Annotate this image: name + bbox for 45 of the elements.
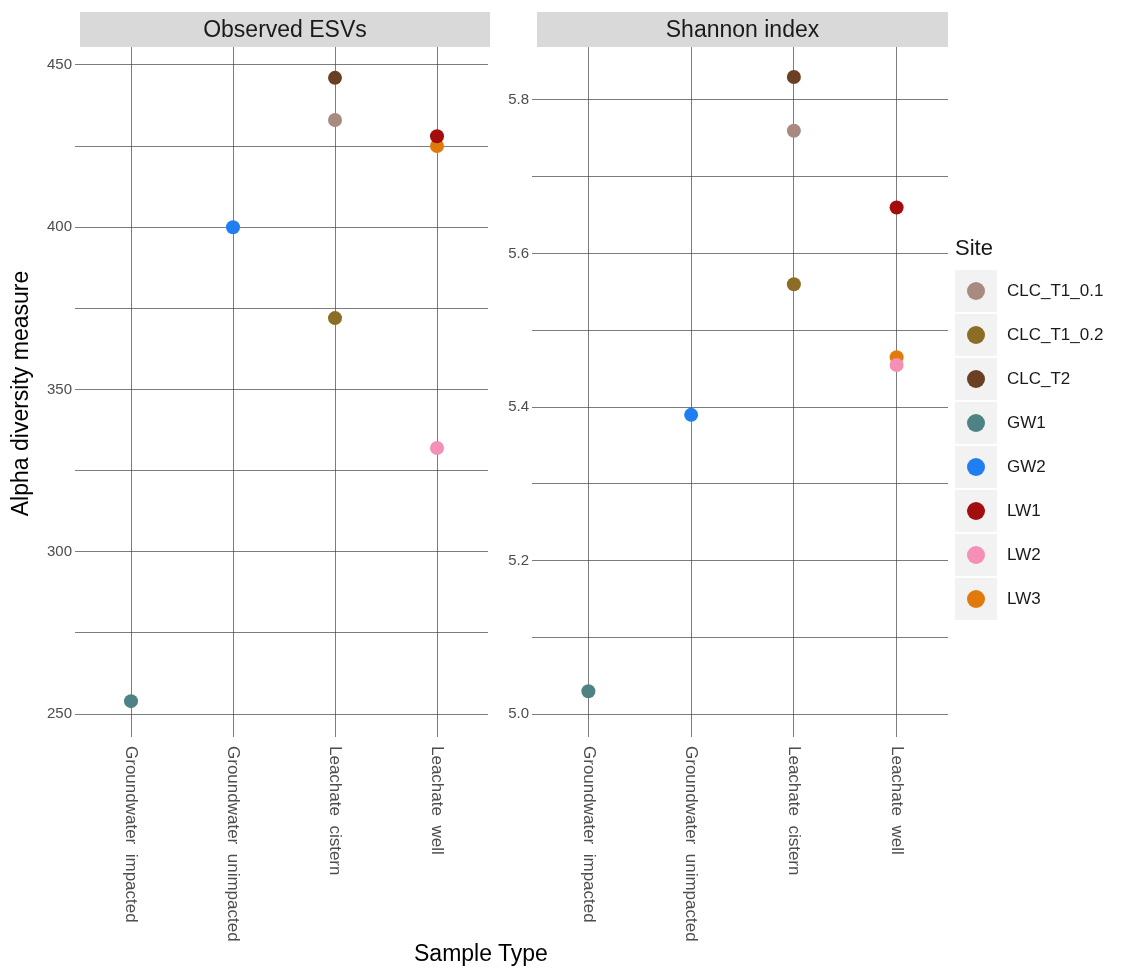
point — [889, 200, 904, 215]
y-tick-label: 250 — [46, 704, 72, 722]
point — [328, 70, 342, 85]
point — [430, 129, 444, 144]
legend-label: LW3 — [1007, 589, 1041, 609]
y-axis-title: Alpha diversity measure — [6, 269, 34, 519]
point — [786, 277, 801, 292]
y-tick-label: 5.0 — [508, 704, 529, 722]
x-tick-label: Leachate cistern — [785, 746, 805, 876]
y-tick-label: 350 — [46, 379, 72, 397]
point — [889, 357, 904, 372]
chart-title: Observed ESVs — [80, 12, 490, 47]
point — [124, 694, 138, 709]
legend-label: LW2 — [1007, 545, 1041, 565]
y-tick-label: 450 — [46, 55, 72, 72]
point — [226, 220, 240, 235]
legend-label: CLC_T1_0.2 — [1007, 325, 1104, 345]
point — [684, 407, 699, 422]
x-axis-title: Sample Type — [414, 940, 548, 967]
legend-label: LW1 — [1007, 501, 1041, 521]
x-tick-label: Groundwater unimpacted — [224, 746, 244, 942]
point — [328, 113, 342, 128]
y-tick-label: 5.4 — [508, 397, 529, 415]
y-tick-label: 5.6 — [508, 243, 529, 261]
point — [328, 311, 342, 326]
legend-label: CLC_T2 — [1007, 369, 1071, 389]
point — [786, 69, 801, 84]
x-tick-label: Groundwater unimpacted — [682, 746, 702, 942]
y-tick-label: 5.8 — [508, 90, 529, 108]
y-tick-label: 300 — [46, 541, 72, 559]
chart-title: Shannon index — [537, 12, 948, 47]
x-tick-label: Groundwater impacted — [122, 746, 142, 923]
legend-label: GW1 — [1007, 413, 1046, 433]
point — [581, 684, 596, 699]
x-tick-label: Groundwater impacted — [579, 746, 599, 923]
y-tick-label: 400 — [46, 217, 72, 235]
x-tick-label: Leachate cistern — [326, 746, 346, 876]
legend-title: Site — [955, 235, 994, 261]
y-tick-label: 5.2 — [508, 550, 529, 568]
x-tick-label: Leachate well — [428, 746, 448, 855]
legend-label: CLC_T1_0.1 — [1007, 281, 1104, 301]
point — [430, 440, 444, 455]
legend-label: GW2 — [1007, 457, 1046, 477]
point — [786, 123, 801, 138]
x-tick-label: Leachate well — [887, 746, 907, 855]
